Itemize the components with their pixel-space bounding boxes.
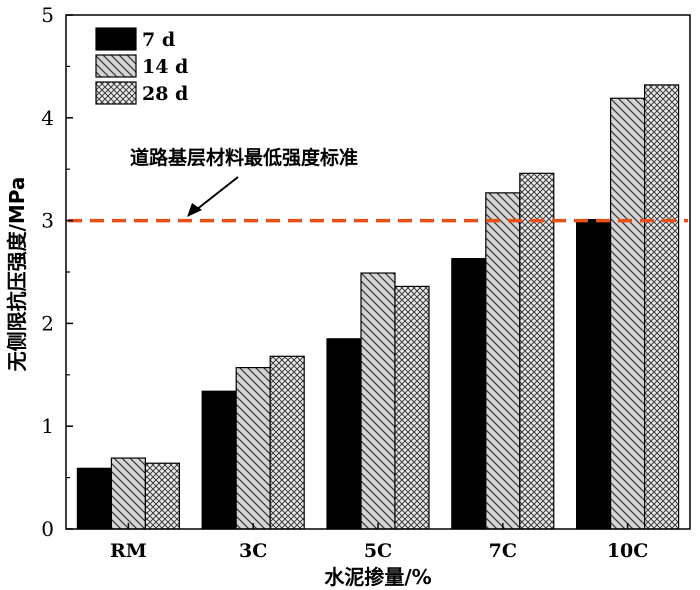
y-tick-label: 2	[41, 311, 54, 335]
y-axis-title: 无侧限抗压强度/MPa	[5, 177, 29, 372]
annotation-arrow-head	[187, 203, 202, 217]
legend-swatch-14d	[95, 54, 137, 78]
legend-label-28d: 28 d	[142, 83, 188, 105]
legend-swatch-7d	[95, 27, 137, 51]
legend: 7 d 14 d 28 d	[95, 27, 188, 105]
bar-RM-7d	[76, 467, 113, 530]
x-tick-label-5C: 5C	[364, 540, 392, 562]
y-tick-label: 4	[41, 106, 54, 130]
x-tick-label-7C: 7C	[489, 540, 517, 562]
bar-RM-14d	[110, 457, 147, 530]
bar-7C-14d	[485, 192, 521, 530]
bar-10C-14d	[609, 97, 646, 530]
annotation-layer: 道路基层材料最低强度标准	[130, 146, 358, 217]
bar-7C-28d	[519, 172, 555, 530]
x-tick-label-RM: RM	[110, 540, 147, 562]
bar-3C-7d	[201, 390, 237, 530]
bar-5C-7d	[326, 338, 362, 530]
x-tick-label-10C: 10C	[607, 540, 649, 562]
axes-layer: 0 1 2 3 4 5 RM 3C 5C 7C 10C 水泥掺量/% 无侧限抗压强度/MPa	[5, 3, 691, 589]
y-tick-label: 0	[41, 517, 54, 541]
annotation-text: 道路基层材料最低强度标准	[130, 146, 358, 169]
bar-5C-14d	[360, 272, 396, 530]
bar-RM-28d	[144, 462, 180, 530]
x-tick-label-3C: 3C	[239, 540, 267, 562]
legend-label-14d: 14 d	[142, 56, 188, 78]
y-tick-label: 1	[41, 414, 54, 438]
y-tick-label: 3	[41, 209, 54, 233]
legend-label-7d: 7 d	[142, 29, 175, 51]
y-tick-label: 5	[41, 3, 54, 27]
bar-5C-28d	[394, 285, 430, 530]
bar-10C-7d	[575, 218, 612, 530]
annotation-arrow-line	[195, 176, 239, 211]
bar-10C-28d	[643, 84, 680, 530]
bars-layer	[76, 84, 680, 530]
bar-3C-14d	[235, 367, 271, 530]
legend-swatch-28d	[95, 81, 137, 105]
x-axis-title: 水泥掺量/%	[324, 565, 431, 589]
bar-3C-28d	[269, 355, 305, 530]
bar-7C-7d	[451, 258, 487, 530]
